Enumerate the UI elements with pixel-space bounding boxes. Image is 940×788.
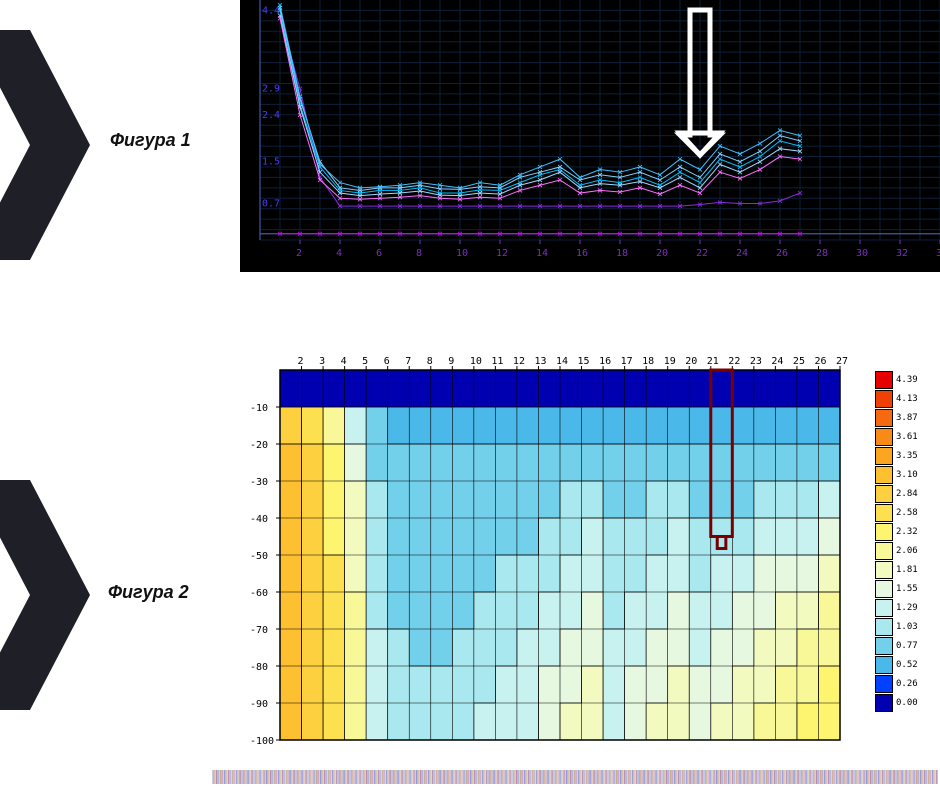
pointer-fig2: [0, 480, 100, 710]
svg-text:24: 24: [771, 356, 783, 367]
svg-text:16: 16: [599, 356, 611, 367]
svg-text:2: 2: [296, 248, 302, 259]
svg-text:28: 28: [816, 248, 828, 259]
svg-text:24: 24: [736, 248, 748, 259]
svg-text:3: 3: [319, 356, 325, 367]
svg-text:15: 15: [578, 356, 590, 367]
svg-text:-90: -90: [250, 699, 268, 710]
svg-text:21: 21: [707, 356, 719, 367]
svg-text:26: 26: [814, 356, 826, 367]
svg-text:16: 16: [576, 248, 588, 259]
svg-text:-60: -60: [250, 588, 268, 599]
svg-text:32: 32: [896, 248, 908, 259]
svg-text:-70: -70: [250, 625, 268, 636]
svg-text:10: 10: [470, 356, 482, 367]
svg-text:4: 4: [341, 356, 347, 367]
pointer-fig1: [0, 30, 100, 260]
svg-text:34: 34: [936, 248, 940, 259]
svg-text:4.4: 4.4: [262, 5, 280, 16]
svg-text:27: 27: [836, 356, 848, 367]
svg-text:26: 26: [776, 248, 788, 259]
svg-text:7: 7: [405, 356, 411, 367]
svg-text:6: 6: [376, 248, 382, 259]
svg-text:8: 8: [416, 248, 422, 259]
color-legend: 4.394.133.873.613.353.102.842.582.322.06…: [875, 370, 935, 730]
svg-text:23: 23: [750, 356, 762, 367]
svg-text:30: 30: [856, 248, 868, 259]
svg-text:11: 11: [491, 356, 503, 367]
svg-text:5: 5: [362, 356, 368, 367]
svg-text:18: 18: [616, 248, 628, 259]
svg-text:10: 10: [456, 248, 468, 259]
svg-text:2.4: 2.4: [262, 110, 280, 121]
svg-text:18: 18: [642, 356, 654, 367]
svg-text:-50: -50: [250, 551, 268, 562]
svg-text:22: 22: [696, 248, 708, 259]
svg-text:14: 14: [556, 356, 568, 367]
svg-text:25: 25: [793, 356, 805, 367]
svg-text:2: 2: [298, 356, 304, 367]
svg-text:20: 20: [685, 356, 697, 367]
svg-text:1.5: 1.5: [262, 157, 280, 168]
label-fig1: Фигура 1: [110, 130, 191, 151]
svg-text:12: 12: [513, 356, 525, 367]
svg-text:-40: -40: [250, 514, 268, 525]
svg-text:12: 12: [496, 248, 508, 259]
decor-bar: [212, 770, 938, 784]
svg-text:0.7: 0.7: [262, 198, 280, 209]
svg-text:-80: -80: [250, 662, 268, 673]
svg-text:-100: -100: [250, 736, 274, 747]
svg-text:-10: -10: [250, 403, 268, 414]
svg-text:8: 8: [427, 356, 433, 367]
svg-text:22: 22: [728, 356, 740, 367]
svg-text:-20: -20: [250, 440, 268, 451]
svg-text:-30: -30: [250, 477, 268, 488]
svg-text:6: 6: [384, 356, 390, 367]
label-fig2: Фигура 2: [108, 582, 189, 603]
svg-text:9: 9: [448, 356, 454, 367]
svg-text:2.9: 2.9: [262, 84, 280, 95]
svg-text:19: 19: [664, 356, 676, 367]
contour-heatmap: 2345678910111213141516171819202122232425…: [240, 350, 940, 760]
svg-text:17: 17: [621, 356, 633, 367]
line-chart: 0.71.52.42.94.42468101214161820222426283…: [240, 0, 940, 272]
svg-text:4: 4: [336, 248, 342, 259]
svg-text:14: 14: [536, 248, 548, 259]
svg-text:13: 13: [534, 356, 546, 367]
svg-text:20: 20: [656, 248, 668, 259]
